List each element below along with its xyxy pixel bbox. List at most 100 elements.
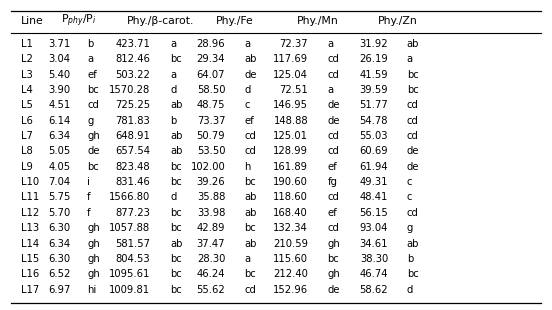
Text: 72.37: 72.37 [279, 39, 308, 49]
Text: f: f [87, 193, 91, 202]
Text: 648.91: 648.91 [115, 131, 150, 141]
Text: 6.30: 6.30 [49, 223, 71, 233]
Text: de: de [87, 146, 100, 157]
Text: 48.41: 48.41 [360, 193, 388, 202]
Text: 35.88: 35.88 [197, 193, 225, 202]
Text: 3.04: 3.04 [49, 54, 71, 64]
Text: 4.51: 4.51 [49, 100, 71, 110]
Text: L2: L2 [21, 54, 33, 64]
Text: gh: gh [87, 254, 100, 264]
Text: cd: cd [327, 223, 339, 233]
Text: 54.78: 54.78 [359, 116, 388, 126]
Text: 6.34: 6.34 [49, 238, 71, 249]
Text: cd: cd [327, 131, 339, 141]
Text: a: a [170, 39, 176, 49]
Text: 5.40: 5.40 [49, 70, 71, 80]
Text: 581.57: 581.57 [115, 238, 150, 249]
Text: cd: cd [407, 116, 419, 126]
Text: 39.59: 39.59 [359, 85, 388, 95]
Text: 161.89: 161.89 [273, 162, 308, 172]
Text: 28.30: 28.30 [197, 254, 225, 264]
Text: bc: bc [170, 223, 182, 233]
Text: L10: L10 [21, 177, 39, 187]
Text: cd: cd [327, 193, 339, 202]
Text: 58.62: 58.62 [359, 285, 388, 294]
Text: bc: bc [245, 269, 256, 279]
Text: L14: L14 [21, 238, 39, 249]
Text: L4: L4 [21, 85, 33, 95]
Text: bc: bc [327, 254, 339, 264]
Text: gh: gh [87, 269, 100, 279]
Text: ab: ab [245, 193, 257, 202]
Text: a: a [170, 70, 176, 80]
Text: 503.22: 503.22 [115, 70, 150, 80]
Text: a: a [245, 39, 251, 49]
Text: cd: cd [407, 208, 419, 218]
Text: ef: ef [87, 70, 97, 80]
Text: 125.04: 125.04 [273, 70, 308, 80]
Text: cd: cd [407, 131, 419, 141]
Text: 1009.81: 1009.81 [109, 285, 150, 294]
Text: bc: bc [407, 70, 418, 80]
Text: Line: Line [21, 16, 44, 26]
Text: 6.30: 6.30 [49, 254, 71, 264]
Text: gh: gh [327, 238, 340, 249]
Text: a: a [327, 39, 333, 49]
Text: 125.01: 125.01 [273, 131, 308, 141]
Text: Phy./Fe: Phy./Fe [216, 16, 253, 26]
Text: hi: hi [87, 285, 97, 294]
Text: gh: gh [87, 238, 100, 249]
Text: b: b [87, 39, 93, 49]
Text: 3.71: 3.71 [49, 39, 71, 49]
Text: 812.46: 812.46 [115, 54, 150, 64]
Text: 33.98: 33.98 [197, 208, 225, 218]
Text: 73.37: 73.37 [197, 116, 225, 126]
Text: ab: ab [170, 100, 182, 110]
Text: L16: L16 [21, 269, 39, 279]
Text: c: c [245, 100, 250, 110]
Text: 42.89: 42.89 [197, 223, 225, 233]
Text: 53.50: 53.50 [197, 146, 225, 157]
Text: ab: ab [170, 238, 182, 249]
Text: ab: ab [245, 238, 257, 249]
Text: 50.79: 50.79 [197, 131, 225, 141]
Text: c: c [407, 193, 412, 202]
Text: 64.07: 64.07 [197, 70, 225, 80]
Text: cd: cd [245, 131, 257, 141]
Text: 38.30: 38.30 [360, 254, 388, 264]
Text: 6.97: 6.97 [48, 285, 71, 294]
Text: de: de [327, 285, 340, 294]
Text: 102.00: 102.00 [190, 162, 225, 172]
Text: bc: bc [407, 85, 418, 95]
Text: L11: L11 [21, 193, 39, 202]
Text: Phy./β-carot.: Phy./β-carot. [126, 16, 194, 26]
Text: 6.34: 6.34 [49, 131, 71, 141]
Text: ab: ab [170, 146, 182, 157]
Text: cd: cd [327, 70, 339, 80]
Text: 56.15: 56.15 [359, 208, 388, 218]
Text: c: c [407, 177, 412, 187]
Text: 29.34: 29.34 [197, 54, 225, 64]
Text: d: d [245, 85, 251, 95]
Text: bc: bc [245, 177, 256, 187]
Text: 117.69: 117.69 [273, 54, 308, 64]
Text: 31.92: 31.92 [359, 39, 388, 49]
Text: bc: bc [170, 177, 182, 187]
Text: 190.60: 190.60 [273, 177, 308, 187]
Text: i: i [87, 177, 90, 187]
Text: bc: bc [87, 85, 99, 95]
Text: bc: bc [170, 162, 182, 172]
Text: 212.40: 212.40 [273, 269, 308, 279]
Text: bc: bc [170, 269, 182, 279]
Text: 1570.28: 1570.28 [109, 85, 150, 95]
Text: a: a [87, 54, 93, 64]
Text: L3: L3 [21, 70, 33, 80]
Text: bc: bc [170, 54, 182, 64]
Text: ab: ab [407, 238, 419, 249]
Text: 146.95: 146.95 [273, 100, 308, 110]
Text: 6.14: 6.14 [49, 116, 71, 126]
Text: 115.60: 115.60 [273, 254, 308, 264]
Text: 148.88: 148.88 [273, 116, 308, 126]
Text: 46.24: 46.24 [197, 269, 225, 279]
Text: 5.70: 5.70 [49, 208, 71, 218]
